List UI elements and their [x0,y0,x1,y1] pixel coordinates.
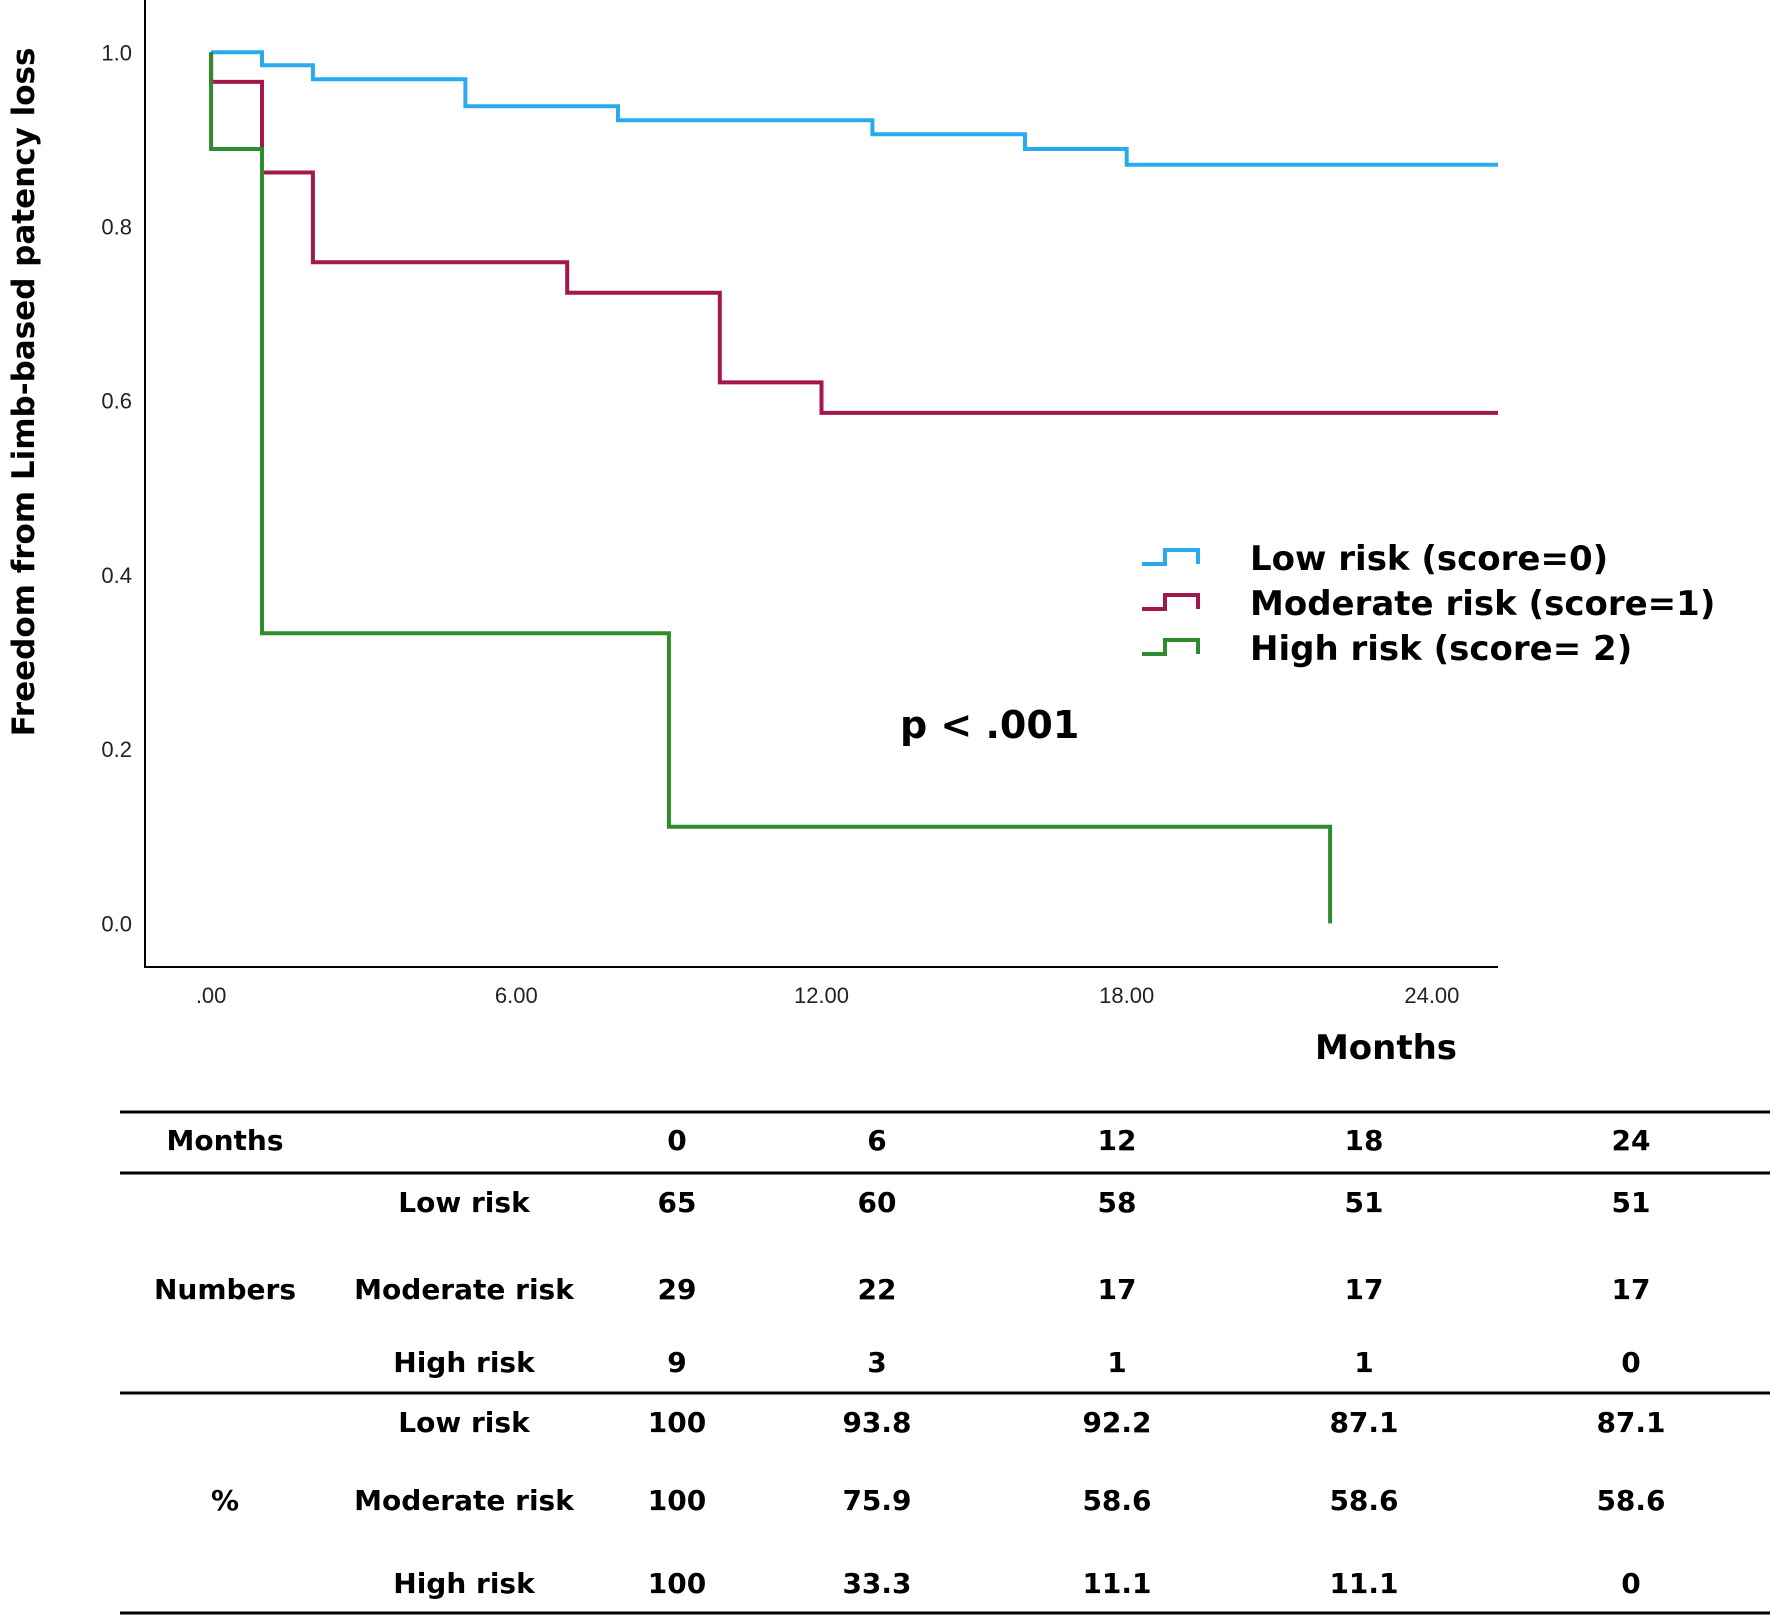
table-cell: 92.2 [1082,1406,1151,1439]
table-cell: 9 [667,1346,686,1379]
legend: Low risk (score=0) Moderate risk (score=1… [1142,539,1715,669]
table-header-month: 24 [1612,1124,1651,1157]
x-tick-label: 6.00 [495,983,538,1008]
table-cell: 87.1 [1596,1406,1665,1439]
y-tick-label: 0.8 [101,215,132,240]
table-cell: 33.3 [842,1567,911,1600]
table-cell: 58.6 [1596,1484,1665,1517]
table-cell: 65 [658,1186,697,1219]
p-value-annotation: p < .001 [900,703,1079,747]
table-cell: 100 [648,1406,706,1439]
legend-swatch-high-risk [1142,638,1200,656]
table-cell: 17 [1345,1273,1384,1306]
legend-swatch-moderate-risk [1142,593,1200,611]
table-row-label: High risk [393,1567,536,1600]
legend-label-low-risk: Low risk (score=0) [1250,539,1608,579]
survival-curve-low-risk [211,50,1498,167]
legend-label-high-risk: High risk (score= 2) [1250,629,1632,669]
table-group-label: Numbers [154,1273,296,1306]
y-tick-label: 0.6 [101,389,132,414]
legend-label-moderate-risk: Moderate risk (score=1) [1250,584,1715,624]
table-header-month: 0 [667,1124,686,1157]
y-tick-label: 0.2 [101,737,132,762]
survival-curve-high-risk [209,52,1333,924]
table-cell: 1 [1354,1346,1373,1379]
table-row-label: Moderate risk [354,1273,575,1306]
table-header-month: 18 [1345,1124,1384,1157]
table-cell: 1 [1107,1346,1126,1379]
legend-swatch-low-risk [1142,548,1200,566]
table-header-month: 12 [1098,1124,1137,1157]
table-cell: 22 [858,1273,897,1306]
table-cell: 75.9 [842,1484,911,1517]
table-row-label: Low risk [398,1186,531,1219]
table-cell: 58.6 [1082,1484,1151,1517]
table-cell: 87.1 [1329,1406,1398,1439]
table-cell: 58.6 [1329,1484,1398,1517]
y-axis-label: Freedom from Limb-based patency loss [6,48,42,737]
table-header-month: 6 [867,1124,886,1157]
table-cell: 100 [648,1567,706,1600]
survival-curve-moderate-risk [209,52,1498,415]
x-tick-label: 24.00 [1404,983,1459,1008]
table-cell: 58 [1098,1186,1137,1219]
x-tick-label: 18.00 [1099,983,1154,1008]
x-axis-label: Months [1315,1028,1457,1068]
x-tick-label: .00 [196,983,227,1008]
table-row-label: High risk [393,1346,536,1379]
y-tick-label: 0.4 [101,563,132,588]
table-header-label: Months [166,1124,283,1157]
table-cell: 60 [858,1186,897,1219]
table-cell: 17 [1098,1273,1137,1306]
table-cell: 29 [658,1273,697,1306]
table-cell: 0 [1621,1567,1640,1600]
y-tick-label: 1.0 [101,40,132,65]
table-cell: 17 [1612,1273,1651,1306]
table-cell: 100 [648,1484,706,1517]
table-cell: 11.1 [1082,1567,1151,1600]
table-cell: 51 [1345,1186,1384,1219]
table-cell: 3 [867,1346,886,1379]
risk-table: Months 0 6 12 18 24 Numbers Low risk 65 60 58 51 51 M… [120,1110,1770,1615]
table-cell: 11.1 [1329,1567,1398,1600]
table-row-label: Moderate risk [354,1484,575,1517]
y-tick-label: 0.0 [101,911,132,936]
table-group-label: % [211,1484,239,1517]
table-cell: 0 [1621,1346,1640,1379]
table-row-label: Low risk [398,1406,531,1439]
table-cell: 93.8 [842,1406,911,1439]
x-tick-label: 12.00 [794,983,849,1008]
table-cell: 51 [1612,1186,1651,1219]
